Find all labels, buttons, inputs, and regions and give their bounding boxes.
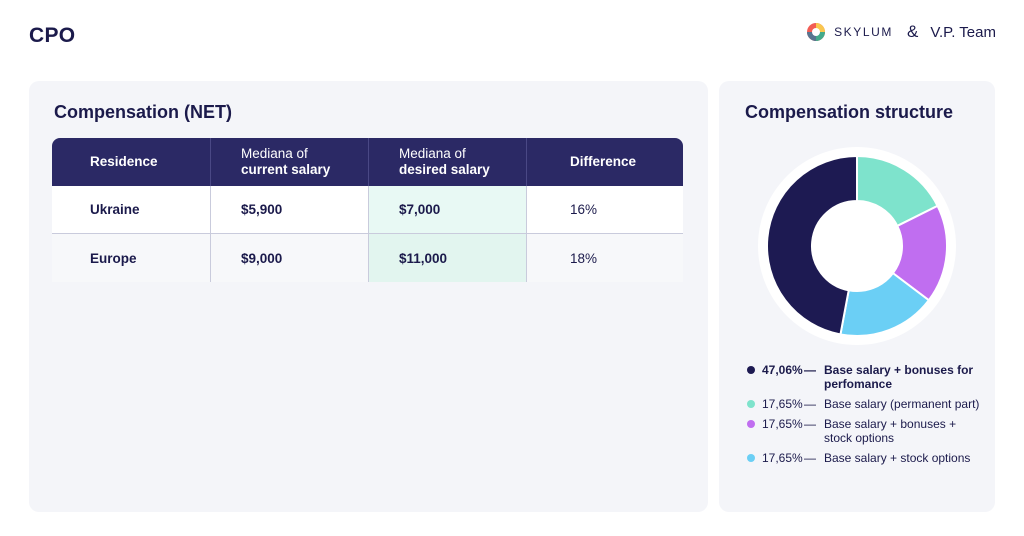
legend-dot-icon <box>747 400 755 408</box>
legend-item: 17,65% — Base salary (permanent part) <box>747 397 987 411</box>
cell-current-salary: $9,000 <box>210 234 368 282</box>
compensation-table: Residence Mediana of current salary Media… <box>52 138 683 282</box>
legend-dash: — <box>804 417 816 431</box>
cell-residence: Ukraine <box>52 186 210 234</box>
cell-desired-salary: $7,000 <box>368 186 526 234</box>
cell-desired-salary: $11,000 <box>368 234 526 282</box>
table-header-row: Residence Mediana of current salary Media… <box>52 138 683 186</box>
page-title: CPO <box>29 24 76 47</box>
legend-label: Base salary + bonuses for perfomance <box>824 363 974 391</box>
cell-difference: 18% <box>526 234 683 282</box>
legend-percent: 17,65% <box>762 417 803 431</box>
legend-dash: — <box>804 397 816 411</box>
legend-label: Base salary (permanent part) <box>824 397 980 411</box>
compensation-net-panel: Compensation (NET) Residence Mediana of c… <box>29 81 708 512</box>
compensation-structure-panel: Compensation structure 47,06% — Base salar… <box>719 81 995 512</box>
legend-dash: — <box>804 363 816 377</box>
legend-dash: — <box>804 451 816 465</box>
legend-dot-icon <box>747 420 755 428</box>
table-row: Ukraine $5,900 $7,000 16% <box>52 186 683 234</box>
legend-label: Base salary + stock options <box>824 451 971 465</box>
legend-percent: 17,65% <box>762 397 803 411</box>
column-header-residence: Residence <box>52 138 210 186</box>
cell-residence: Europe <box>52 234 210 282</box>
donut-chart <box>756 145 958 347</box>
legend-percent: 17,65% <box>762 451 803 465</box>
compensation-net-title: Compensation (NET) <box>54 102 232 122</box>
skylum-logo-icon <box>807 23 826 41</box>
legend-percent: 47,06% <box>762 363 803 377</box>
table-row: Europe $9,000 $11,000 18% <box>52 234 683 282</box>
legend-item: 17,65% — Base salary + bonuses + stock opt… <box>747 417 987 445</box>
vp-team-wordmark: V.P. Team <box>930 23 996 41</box>
brand-logos: SKYLUM & V.P. Team <box>806 22 996 42</box>
column-header-desired-salary: Mediana of desired salary <box>368 138 526 186</box>
column-header-current-salary: Mediana of current salary <box>210 138 368 186</box>
cell-difference: 16% <box>526 186 683 234</box>
donut-chart-svg <box>758 147 956 345</box>
skylum-wordmark: SKYLUM <box>834 25 894 39</box>
cell-current-salary: $5,900 <box>210 186 368 234</box>
ampersand: & <box>907 22 919 41</box>
column-header-difference: Difference <box>526 138 683 186</box>
legend-dot-icon <box>747 366 755 374</box>
legend-label: Base salary + bonuses + stock options <box>824 417 957 445</box>
compensation-structure-title: Compensation structure <box>745 102 954 122</box>
chart-legend: 47,06% — Base salary + bonuses for perfoma… <box>747 363 987 471</box>
donut-slice-4 <box>766 154 858 336</box>
legend-item: 47,06% — Base salary + bonuses for perfoma… <box>747 363 987 391</box>
legend-dot-icon <box>747 454 755 462</box>
legend-item: 17,65% — Base salary + stock options <box>747 451 987 465</box>
